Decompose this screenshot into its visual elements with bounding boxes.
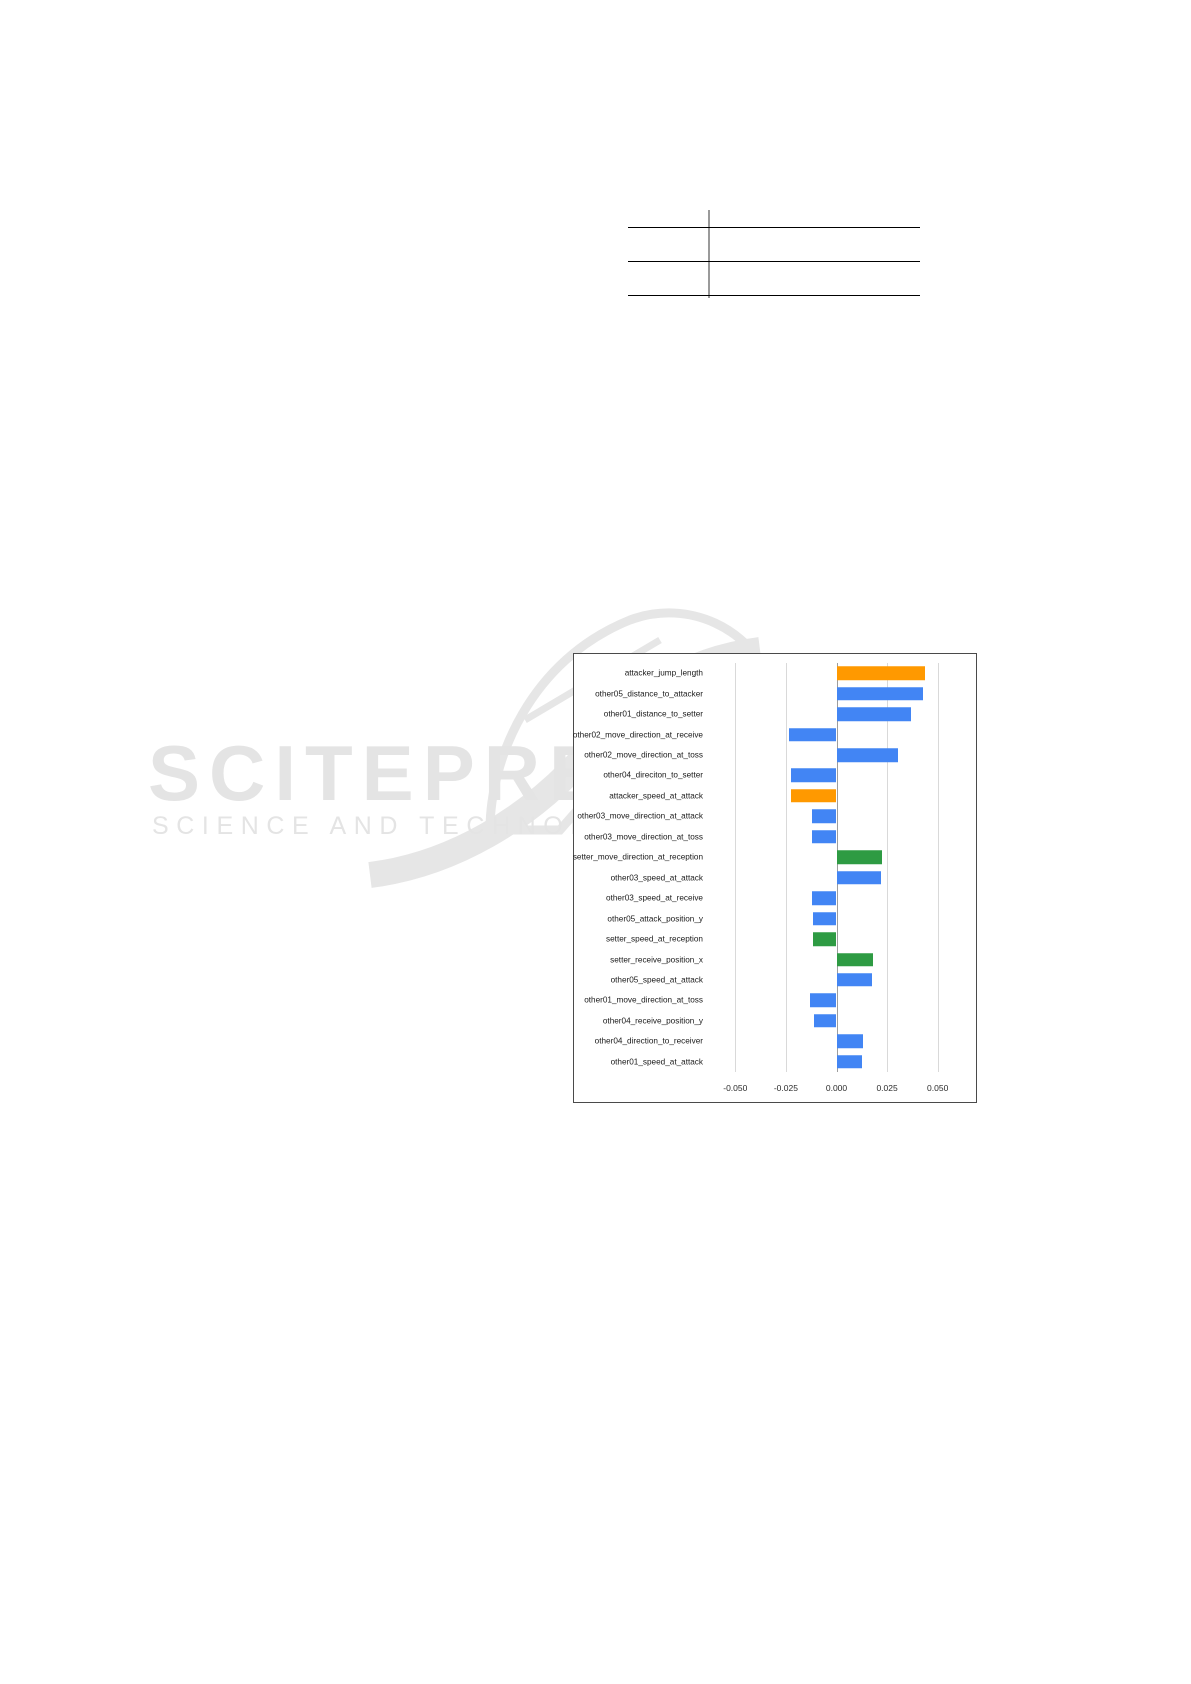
bar xyxy=(836,850,883,865)
bar-category-label: other03_move_direction_at_attack xyxy=(577,811,703,821)
bar-row: setter_speed_at_reception xyxy=(606,929,963,949)
x-axis-tick-label: 0.000 xyxy=(825,1083,848,1093)
table-column-divider xyxy=(708,210,710,298)
bar-category-label: other03_speed_at_receive xyxy=(606,893,703,903)
x-axis-tick-label: -0.050 xyxy=(723,1083,748,1093)
bar-category-label: other01_speed_at_attack xyxy=(610,1057,703,1067)
bar-row: other04_direciton_to_setter xyxy=(603,765,963,785)
bar-row: other01_speed_at_attack xyxy=(611,1052,963,1072)
bar-category-label: setter_receive_position_x xyxy=(610,955,703,965)
bar-category-label: setter_speed_at_reception xyxy=(606,934,703,944)
bar-category-label: other01_move_direction_at_toss xyxy=(584,995,703,1005)
bar-category-label: other03_move_direction_at_toss xyxy=(584,832,703,842)
table-rule-middle xyxy=(628,261,920,263)
bar xyxy=(812,830,837,844)
bar-row: other02_move_direction_at_receive xyxy=(573,724,963,744)
bar-category-label: other02_move_direction_at_receive xyxy=(572,730,703,740)
bar-row: setter_receive_position_x xyxy=(610,949,963,969)
bar-category-label: other04_receive_position_y xyxy=(602,1016,703,1026)
bar-category-label: attacker_speed_at_attack xyxy=(609,791,703,801)
bar xyxy=(809,993,837,1008)
bar-category-label: other05_distance_to_attacker xyxy=(595,689,703,699)
bar-category-label: setter_move_direction_at_reception xyxy=(572,852,703,862)
bar-category-label: other02_move_direction_at_toss xyxy=(584,750,703,760)
bar-category-label: other05_attack_position_y xyxy=(607,914,703,924)
bar xyxy=(836,952,873,967)
feature-importance-chart: -0.050 -0.025 0.000 0.025 0.050 attacker_jump… xyxy=(573,653,977,1103)
bar xyxy=(836,686,923,701)
bar-row: attacker_speed_at_attack xyxy=(609,786,963,806)
bar-row: other04_direction_to_receiver xyxy=(595,1031,963,1051)
zero-axis-line xyxy=(836,663,838,1072)
bar-row: other05_attack_position_y xyxy=(607,908,963,928)
bar xyxy=(836,748,899,762)
bar xyxy=(836,707,912,721)
bar xyxy=(812,911,837,926)
plot-area: -0.050 -0.025 0.000 0.025 0.050 attacker_jump… xyxy=(573,663,963,1093)
bar-row: other03_speed_at_receive xyxy=(606,888,963,908)
x-axis-tick-label: 0.050 xyxy=(927,1083,949,1093)
bar xyxy=(836,973,872,987)
table xyxy=(628,210,920,298)
bar-category-label: other04_direciton_to_setter xyxy=(603,770,703,780)
x-axis-tick-label: 0.025 xyxy=(876,1083,898,1093)
table-rule-bottom xyxy=(628,295,920,297)
bar-row: other05_distance_to_attacker xyxy=(595,683,963,703)
bar xyxy=(790,789,837,803)
bar xyxy=(812,932,837,946)
table-rule-top xyxy=(628,227,920,229)
gridline xyxy=(937,663,939,1072)
gridline xyxy=(887,663,889,1072)
bar-row: other03_speed_at_attack xyxy=(611,868,963,888)
bar xyxy=(790,768,837,783)
bar-row: setter_move_direction_at_reception xyxy=(573,847,963,867)
bar-row: other03_move_direction_at_toss xyxy=(584,827,963,847)
bar xyxy=(812,809,837,824)
bar xyxy=(814,1014,837,1028)
bar xyxy=(836,870,882,885)
bar-row: attacker_jump_length xyxy=(625,663,963,683)
bar xyxy=(812,891,837,905)
bar xyxy=(836,666,925,680)
bar-row: other02_move_direction_at_toss xyxy=(584,745,963,765)
gridline xyxy=(785,663,787,1072)
bar-category-label: attacker_jump_length xyxy=(624,668,703,678)
bar-row: other01_distance_to_setter xyxy=(604,704,963,724)
bar xyxy=(836,1055,862,1069)
bar xyxy=(788,727,837,742)
bar-row: other03_move_direction_at_attack xyxy=(577,806,963,826)
bar-row: other01_move_direction_at_toss xyxy=(584,990,963,1010)
bar-row: other05_speed_at_attack xyxy=(611,970,963,990)
bar-category-label: other01_distance_to_setter xyxy=(603,709,703,719)
bar xyxy=(836,1034,863,1049)
bar-category-label: other04_direction_to_receiver xyxy=(594,1036,703,1046)
bar-category-label: other05_speed_at_attack xyxy=(610,975,703,985)
bar-category-label: other03_speed_at_attack xyxy=(610,873,703,883)
bar-row: other04_receive_position_y xyxy=(603,1011,963,1031)
x-axis-tick-label: -0.025 xyxy=(773,1083,798,1093)
